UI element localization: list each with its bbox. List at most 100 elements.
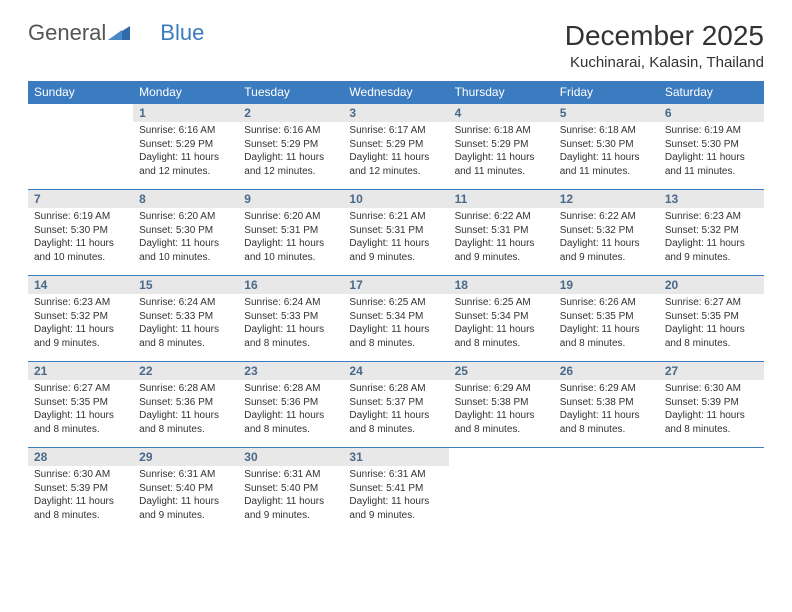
day-number: 13 [659, 190, 764, 208]
calendar-day-cell: 20Sunrise: 6:27 AMSunset: 5:35 PMDayligh… [659, 276, 764, 362]
sunset-text: Sunset: 5:35 PM [665, 310, 758, 324]
weekday-header: Monday [133, 81, 238, 104]
calendar-day-cell: 9Sunrise: 6:20 AMSunset: 5:31 PMDaylight… [238, 190, 343, 276]
day-number: 31 [343, 448, 448, 466]
calendar-day-cell: 24Sunrise: 6:28 AMSunset: 5:37 PMDayligh… [343, 362, 448, 448]
day-number: 29 [133, 448, 238, 466]
sunrise-text: Sunrise: 6:25 AM [349, 296, 442, 310]
day-number: 10 [343, 190, 448, 208]
sunrise-text: Sunrise: 6:30 AM [34, 468, 127, 482]
sunset-text: Sunset: 5:39 PM [665, 396, 758, 410]
weekday-header: Sunday [28, 81, 133, 104]
day-number: 15 [133, 276, 238, 294]
daylight-text: Daylight: 11 hours and 8 minutes. [560, 323, 653, 350]
daylight-text: Daylight: 11 hours and 9 minutes. [34, 323, 127, 350]
day-info: Sunrise: 6:27 AMSunset: 5:35 PMDaylight:… [28, 380, 133, 440]
sunrise-text: Sunrise: 6:21 AM [349, 210, 442, 224]
daylight-text: Daylight: 11 hours and 12 minutes. [244, 151, 337, 178]
day-number: 8 [133, 190, 238, 208]
day-info: Sunrise: 6:18 AMSunset: 5:30 PMDaylight:… [554, 122, 659, 182]
daylight-text: Daylight: 11 hours and 8 minutes. [34, 495, 127, 522]
sunrise-text: Sunrise: 6:28 AM [349, 382, 442, 396]
day-info: Sunrise: 6:24 AMSunset: 5:33 PMDaylight:… [133, 294, 238, 354]
sunset-text: Sunset: 5:32 PM [560, 224, 653, 238]
sunrise-text: Sunrise: 6:20 AM [139, 210, 232, 224]
calendar-day-cell: 1Sunrise: 6:16 AMSunset: 5:29 PMDaylight… [133, 104, 238, 190]
daylight-text: Daylight: 11 hours and 8 minutes. [455, 323, 548, 350]
calendar-day-cell: 27Sunrise: 6:30 AMSunset: 5:39 PMDayligh… [659, 362, 764, 448]
sunset-text: Sunset: 5:29 PM [139, 138, 232, 152]
day-number: 5 [554, 104, 659, 122]
sunset-text: Sunset: 5:40 PM [244, 482, 337, 496]
sunset-text: Sunset: 5:33 PM [139, 310, 232, 324]
day-number: 3 [343, 104, 448, 122]
sunrise-text: Sunrise: 6:27 AM [34, 382, 127, 396]
sunrise-text: Sunrise: 6:16 AM [139, 124, 232, 138]
daylight-text: Daylight: 11 hours and 9 minutes. [349, 237, 442, 264]
calendar-day-cell: 28Sunrise: 6:30 AMSunset: 5:39 PMDayligh… [28, 448, 133, 534]
calendar-day-cell: 19Sunrise: 6:26 AMSunset: 5:35 PMDayligh… [554, 276, 659, 362]
day-info: Sunrise: 6:20 AMSunset: 5:31 PMDaylight:… [238, 208, 343, 268]
day-number: 22 [133, 362, 238, 380]
calendar-day-cell: 12Sunrise: 6:22 AMSunset: 5:32 PMDayligh… [554, 190, 659, 276]
daylight-text: Daylight: 11 hours and 10 minutes. [139, 237, 232, 264]
sunrise-text: Sunrise: 6:22 AM [455, 210, 548, 224]
daylight-text: Daylight: 11 hours and 11 minutes. [560, 151, 653, 178]
calendar-day-cell: 29Sunrise: 6:31 AMSunset: 5:40 PMDayligh… [133, 448, 238, 534]
sunrise-text: Sunrise: 6:31 AM [244, 468, 337, 482]
sunset-text: Sunset: 5:31 PM [244, 224, 337, 238]
sunset-text: Sunset: 5:30 PM [34, 224, 127, 238]
daylight-text: Daylight: 11 hours and 10 minutes. [244, 237, 337, 264]
calendar-day-cell: 11Sunrise: 6:22 AMSunset: 5:31 PMDayligh… [449, 190, 554, 276]
day-number: 11 [449, 190, 554, 208]
calendar-day-cell: . [659, 448, 764, 534]
brand-logo: General Blue [28, 20, 204, 46]
header: General Blue December 2025 Kuchinarai, K… [28, 20, 764, 71]
calendar-day-cell: 22Sunrise: 6:28 AMSunset: 5:36 PMDayligh… [133, 362, 238, 448]
sunset-text: Sunset: 5:41 PM [349, 482, 442, 496]
calendar-week-row: 14Sunrise: 6:23 AMSunset: 5:32 PMDayligh… [28, 276, 764, 362]
location-text: Kuchinarai, Kalasin, Thailand [565, 54, 764, 71]
daylight-text: Daylight: 11 hours and 11 minutes. [455, 151, 548, 178]
day-info: Sunrise: 6:24 AMSunset: 5:33 PMDaylight:… [238, 294, 343, 354]
brand-blue: Blue [160, 20, 204, 46]
calendar-day-cell: . [554, 448, 659, 534]
day-info: Sunrise: 6:19 AMSunset: 5:30 PMDaylight:… [28, 208, 133, 268]
daylight-text: Daylight: 11 hours and 9 minutes. [349, 495, 442, 522]
daylight-text: Daylight: 11 hours and 10 minutes. [34, 237, 127, 264]
sunrise-text: Sunrise: 6:24 AM [244, 296, 337, 310]
title-block: December 2025 Kuchinarai, Kalasin, Thail… [565, 20, 764, 71]
sunrise-text: Sunrise: 6:30 AM [665, 382, 758, 396]
sunset-text: Sunset: 5:32 PM [34, 310, 127, 324]
day-number: 28 [28, 448, 133, 466]
daylight-text: Daylight: 11 hours and 9 minutes. [244, 495, 337, 522]
day-number: 16 [238, 276, 343, 294]
daylight-text: Daylight: 11 hours and 9 minutes. [560, 237, 653, 264]
day-info: Sunrise: 6:30 AMSunset: 5:39 PMDaylight:… [659, 380, 764, 440]
sunrise-text: Sunrise: 6:20 AM [244, 210, 337, 224]
daylight-text: Daylight: 11 hours and 8 minutes. [665, 323, 758, 350]
sunrise-text: Sunrise: 6:19 AM [665, 124, 758, 138]
daylight-text: Daylight: 11 hours and 8 minutes. [244, 409, 337, 436]
sunset-text: Sunset: 5:29 PM [455, 138, 548, 152]
sunset-text: Sunset: 5:35 PM [34, 396, 127, 410]
daylight-text: Daylight: 11 hours and 8 minutes. [34, 409, 127, 436]
day-number: 25 [449, 362, 554, 380]
day-number: 1 [133, 104, 238, 122]
day-info: Sunrise: 6:17 AMSunset: 5:29 PMDaylight:… [343, 122, 448, 182]
calendar-day-cell: 31Sunrise: 6:31 AMSunset: 5:41 PMDayligh… [343, 448, 448, 534]
day-info: Sunrise: 6:19 AMSunset: 5:30 PMDaylight:… [659, 122, 764, 182]
calendar-day-cell: 6Sunrise: 6:19 AMSunset: 5:30 PMDaylight… [659, 104, 764, 190]
sunrise-text: Sunrise: 6:27 AM [665, 296, 758, 310]
calendar-day-cell: 3Sunrise: 6:17 AMSunset: 5:29 PMDaylight… [343, 104, 448, 190]
calendar-day-cell: . [28, 104, 133, 190]
day-info: Sunrise: 6:29 AMSunset: 5:38 PMDaylight:… [449, 380, 554, 440]
sunset-text: Sunset: 5:30 PM [560, 138, 653, 152]
day-info: Sunrise: 6:18 AMSunset: 5:29 PMDaylight:… [449, 122, 554, 182]
day-info: Sunrise: 6:20 AMSunset: 5:30 PMDaylight:… [133, 208, 238, 268]
calendar-day-cell: 10Sunrise: 6:21 AMSunset: 5:31 PMDayligh… [343, 190, 448, 276]
weekday-header: Tuesday [238, 81, 343, 104]
sunrise-text: Sunrise: 6:17 AM [349, 124, 442, 138]
day-number: 2 [238, 104, 343, 122]
calendar-week-row: 21Sunrise: 6:27 AMSunset: 5:35 PMDayligh… [28, 362, 764, 448]
